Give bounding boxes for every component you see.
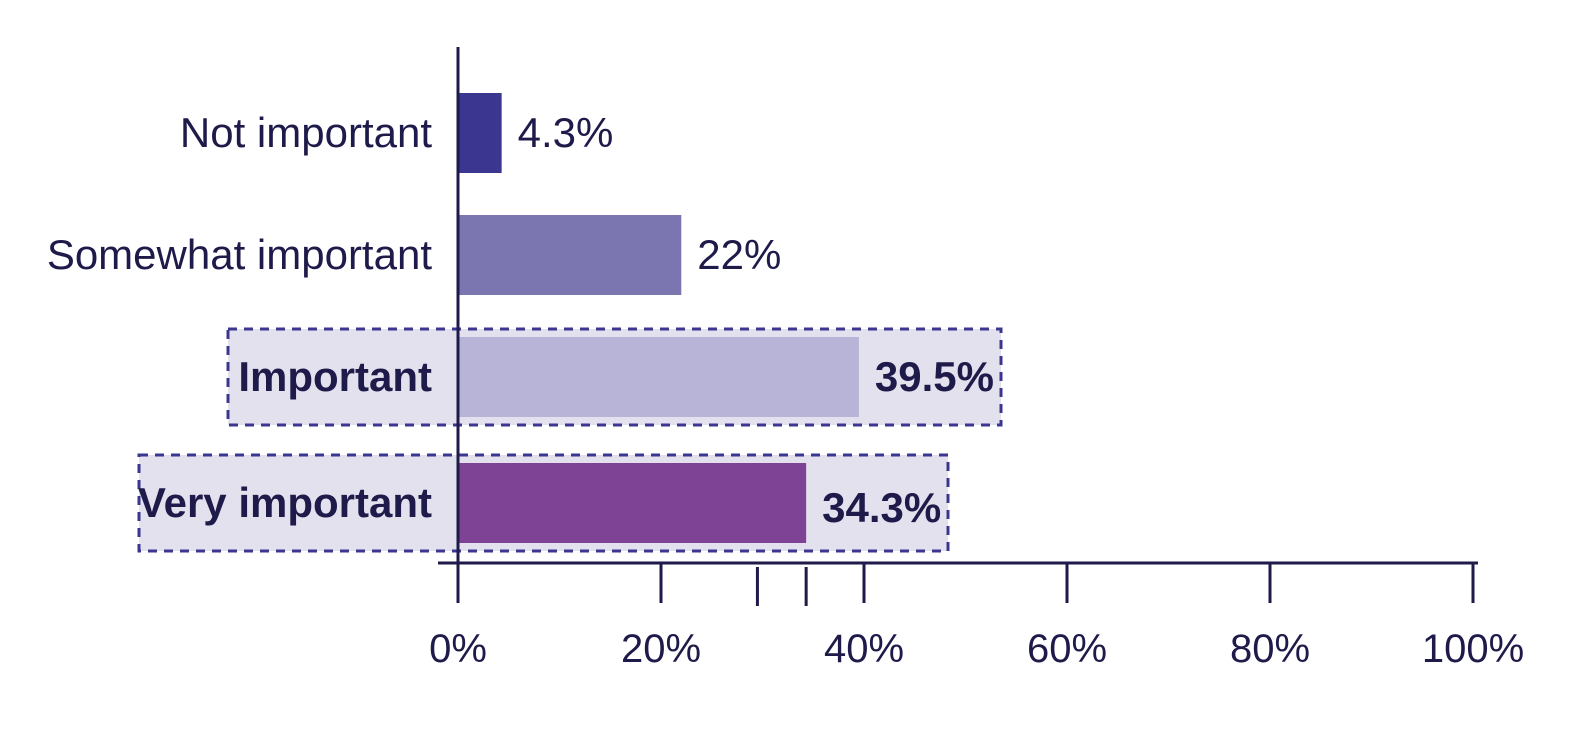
category-label-0: Not important [180, 109, 432, 156]
x-tick-label-2: 40% [824, 627, 904, 671]
bar-3 [458, 463, 807, 543]
x-tick-label-3: 60% [1027, 627, 1107, 671]
x-tick-label-1: 20% [621, 627, 701, 671]
value-label-1: 22% [697, 231, 781, 278]
category-label-2: Important [238, 353, 432, 400]
x-tick-label-0: 0% [429, 627, 487, 671]
x-tick-label-4: 80% [1230, 627, 1310, 671]
value-label-3: 34.3% [822, 484, 941, 531]
bar-2 [458, 337, 859, 417]
category-label-1: Somewhat important [47, 231, 433, 278]
bar-0 [458, 93, 502, 173]
bar-1 [458, 215, 682, 295]
value-label-2: 39.5% [875, 353, 994, 400]
category-label-3: Very important [138, 479, 432, 526]
value-label-0: 4.3% [518, 109, 614, 156]
x-tick-label-5: 100% [1422, 627, 1524, 671]
